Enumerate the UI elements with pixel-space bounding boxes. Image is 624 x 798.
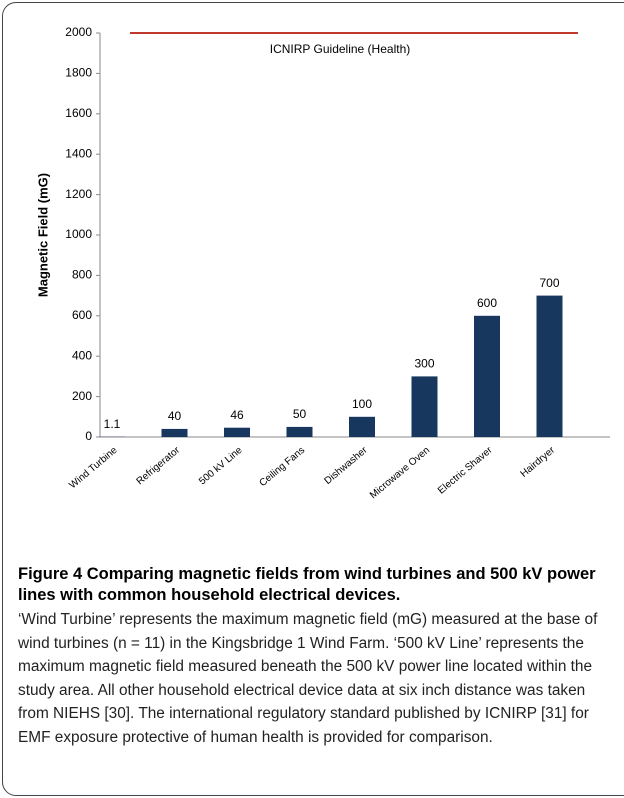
bar bbox=[286, 426, 313, 437]
x-tick-label: 500 kV Line bbox=[197, 445, 245, 488]
reference-label: ICNIRP Guideline (Health) bbox=[270, 42, 411, 56]
bar bbox=[161, 428, 188, 437]
y-tick-label: 400 bbox=[72, 348, 92, 362]
value-label: 700 bbox=[539, 276, 559, 290]
x-tick-label: Hairdryer bbox=[519, 444, 558, 479]
value-label: 50 bbox=[293, 407, 307, 421]
y-tick-label: 2000 bbox=[65, 25, 92, 39]
bar bbox=[536, 295, 563, 437]
y-axis-label: Magnetic Field (mG) bbox=[35, 173, 50, 297]
value-label: 300 bbox=[414, 357, 434, 371]
value-label: 1.1 bbox=[104, 417, 121, 431]
y-tick-label: 1000 bbox=[65, 227, 92, 241]
x-tick-label: Wind Turbine bbox=[67, 445, 120, 492]
value-label: 600 bbox=[477, 296, 497, 310]
caption: Figure 4 Comparing magnetic fields from … bbox=[18, 564, 618, 750]
y-tick-label: 1400 bbox=[65, 146, 92, 160]
y-tick-label: 1600 bbox=[65, 106, 92, 120]
y-tick-label: 1800 bbox=[65, 66, 92, 80]
x-tick-label: Ceiling Fans bbox=[257, 445, 307, 489]
value-label: 40 bbox=[168, 409, 182, 423]
bar bbox=[474, 315, 500, 437]
value-label: 46 bbox=[230, 408, 244, 422]
y-tick-label: 600 bbox=[72, 308, 92, 322]
value-label: 100 bbox=[352, 397, 372, 411]
bar bbox=[411, 376, 438, 437]
y-tick-label: 0 bbox=[85, 429, 92, 443]
caption-text: ‘Wind Turbine’ represents the maximum ma… bbox=[18, 611, 598, 746]
bar bbox=[224, 427, 250, 437]
y-tick-label: 1200 bbox=[65, 187, 92, 201]
x-tick-label: Electric Shaver bbox=[436, 444, 495, 496]
y-tick-label: 800 bbox=[72, 268, 92, 282]
bar bbox=[349, 416, 375, 437]
caption-title: Figure 4 Comparing magnetic fields from … bbox=[18, 565, 596, 604]
y-tick-label: 200 bbox=[72, 389, 92, 403]
chart: Magnetic Field (mG) 0 200 400 600 800 1000 120… bbox=[35, 25, 610, 501]
x-tick-label: Refrigerator bbox=[135, 444, 183, 487]
x-tick-label: Dishwasher bbox=[323, 444, 371, 486]
x-tick-label: Microwave Oven bbox=[368, 445, 432, 501]
